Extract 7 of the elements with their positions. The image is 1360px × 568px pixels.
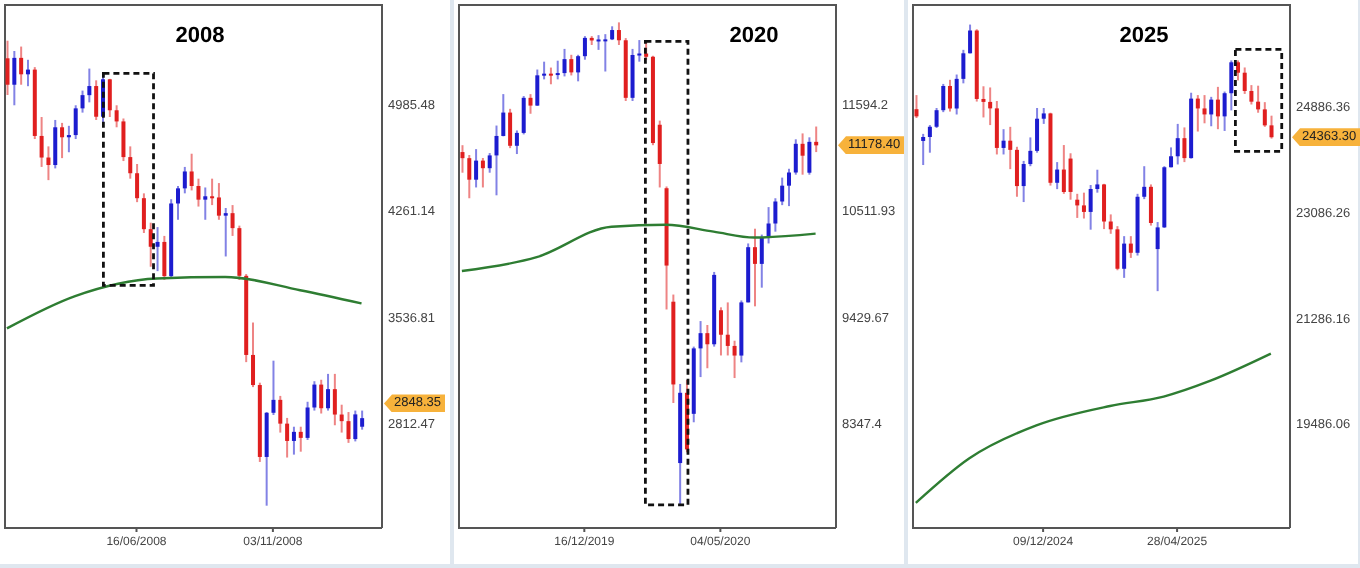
- line-series: [5, 275, 363, 330]
- candlestick: [596, 34, 601, 51]
- text: 2025: [1117, 24, 1171, 48]
- line-series: [914, 352, 1273, 505]
- line-series: [460, 223, 817, 273]
- text: 2008: [173, 24, 227, 48]
- text: 2020: [727, 24, 781, 48]
